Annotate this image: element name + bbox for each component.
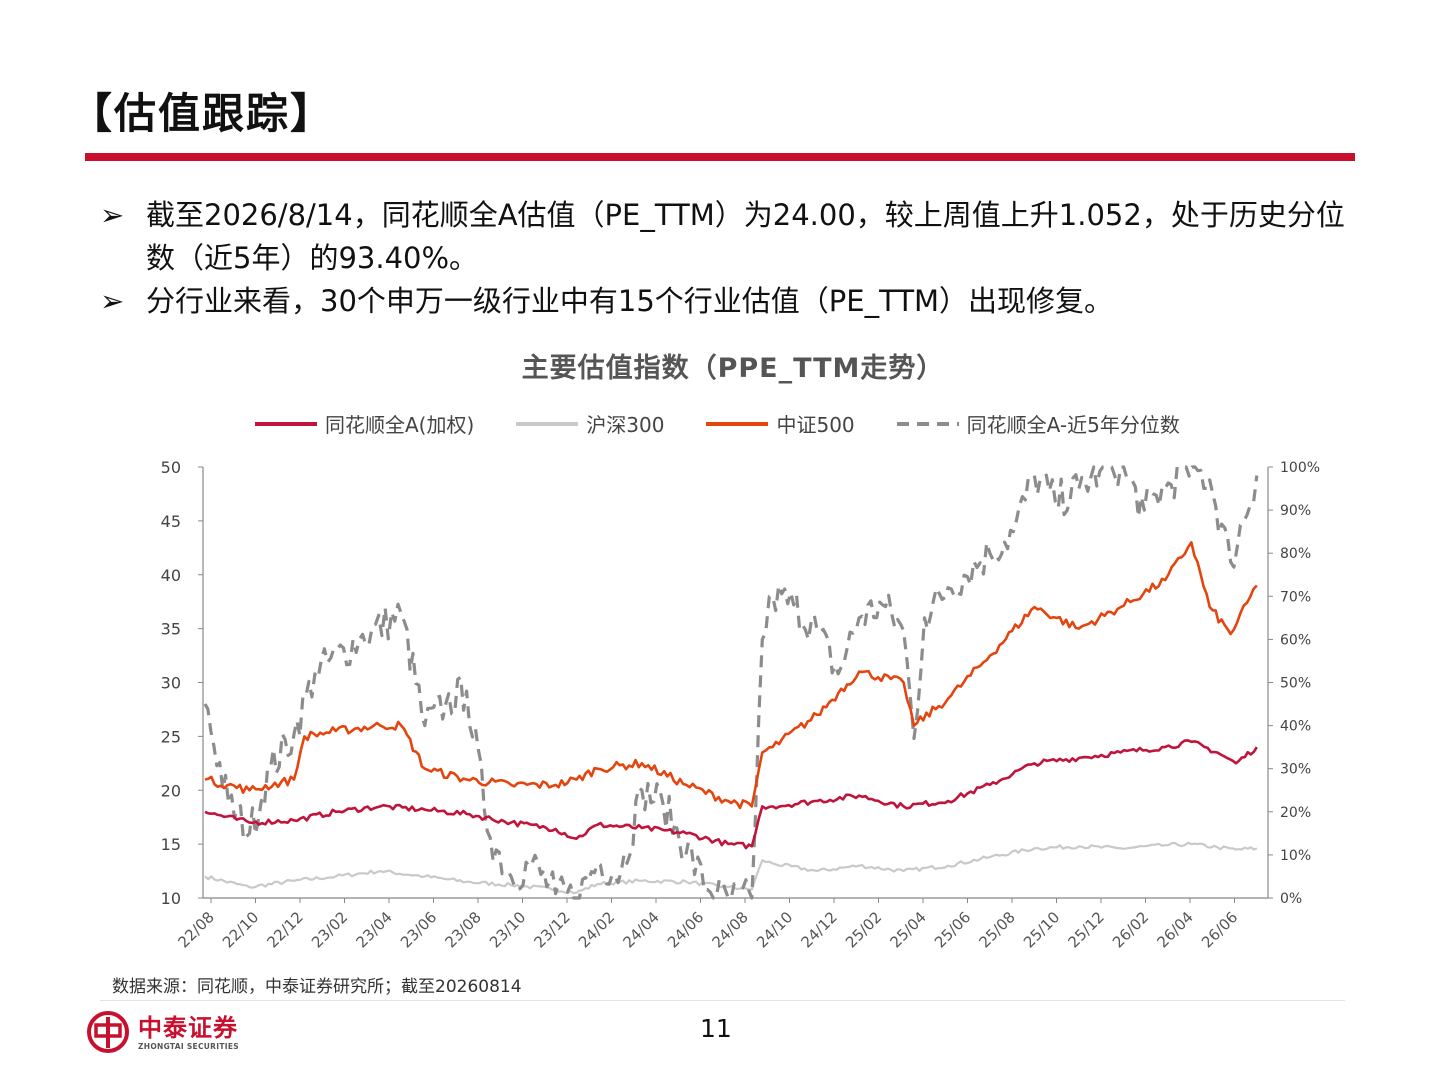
series-percentile: [203, 465, 1259, 900]
legend-item-csi500: 中证500: [706, 409, 855, 438]
x-tick-label: 25/10: [1020, 908, 1063, 951]
x-tick-label: 26/04: [1154, 908, 1197, 951]
y-tick-label-right: 100%: [1280, 460, 1320, 476]
y-tick-label-left: 20: [161, 781, 181, 800]
bullet-item: ➢ 分行业来看，30个申万一级行业中有15个行业估值（PE_TTM）出现修复。: [100, 280, 1350, 323]
legend-item-percentile: 同花顺全A-近5年分位数: [896, 409, 1180, 438]
series-csi500: [204, 541, 1258, 810]
series-csi300: [204, 841, 1258, 895]
y-tick-label-right: 80%: [1280, 546, 1311, 562]
y-tick-label-left: 50: [161, 458, 181, 477]
x-tick-label: 25/02: [842, 908, 885, 951]
footer-divider: [100, 1000, 1345, 1001]
x-tick-label: 26/06: [1198, 908, 1241, 951]
legend-swatch-csi300: [516, 421, 579, 426]
x-tick-label: 26/02: [1109, 908, 1152, 951]
y-tick-label-right: 30%: [1280, 762, 1311, 778]
x-tick-label: 24/10: [753, 908, 796, 951]
page-number: 11: [700, 1014, 732, 1043]
chart-title: 主要估值指数（PPE_TTM走势）: [521, 353, 945, 384]
y-tick-label-right: 50%: [1280, 676, 1311, 692]
bullet-item: ➢ 截至2026/8/14，同花顺全A估值（PE_TTM）为24.00，较上周值…: [100, 194, 1350, 280]
legend-label: 同花顺全A-近5年分位数: [966, 413, 1180, 437]
valuation-line-chart: 10 15 20 25 30 35 40 45 50 0% 10% 20% 30% 40% 50% 60% 70…: [161, 458, 1320, 951]
x-tick-label: 24/06: [664, 908, 707, 951]
legend-label: 中证500: [776, 413, 855, 437]
y-tick-label-left: 45: [161, 512, 181, 531]
bullet-list: ➢ 截至2026/8/14，同花顺全A估值（PE_TTM）为24.00，较上周值…: [100, 194, 1350, 323]
data-source-note: 数据来源：同花顺，中泰证券研究所；截至20260814: [112, 977, 522, 997]
y-tick-label-right: 0%: [1280, 891, 1302, 907]
x-tick-label: 23/08: [442, 908, 485, 951]
y-tick-label-right: 20%: [1280, 805, 1311, 821]
x-tick-label: 23/12: [531, 908, 574, 951]
y-tick-label-right: 40%: [1280, 719, 1311, 735]
logo-english-name: ZHONGTAI SECURITIES: [138, 1041, 239, 1051]
x-tick-label: 24/04: [620, 908, 663, 951]
x-tick-label: 24/02: [575, 908, 618, 951]
chart-legend: 同花顺全A(加权) 沪深300 中证500 同花顺全A-近5年分位数: [255, 409, 1222, 438]
arrow-bullet-icon: ➢: [100, 284, 125, 318]
y-tick-label-right: 70%: [1280, 589, 1311, 605]
y-tick-label-left: 15: [161, 835, 181, 854]
x-tick-label: 23/10: [486, 908, 529, 951]
x-tick-label: 24/12: [798, 908, 841, 951]
legend-label: 沪深300: [586, 413, 665, 437]
y-tick-label-right: 60%: [1280, 632, 1311, 648]
x-tick-label: 23/04: [353, 908, 396, 951]
bullet-text: 截至2026/8/14，同花顺全A估值（PE_TTM）为24.00，较上周值上升…: [146, 198, 1345, 275]
legend-item-csi300: 沪深300: [516, 409, 664, 438]
legend-label: 同花顺全A(加权): [325, 413, 475, 437]
y-tick-label-right: 90%: [1280, 503, 1311, 519]
arrow-bullet-icon: ➢: [100, 198, 125, 232]
chart-series: [203, 465, 1259, 900]
legend-swatch-ths-all-a: [255, 421, 317, 426]
page-title: 【估值跟踪】: [70, 89, 335, 138]
y-tick-label-right: 10%: [1280, 848, 1311, 864]
y-tick-label-left: 25: [161, 727, 181, 746]
zhongtai-logo-icon: [87, 1011, 129, 1053]
x-tick-label: 23/06: [397, 908, 440, 951]
y-tick-label-left: 30: [161, 674, 181, 693]
logo-chinese-name: 中泰证券: [138, 1013, 238, 1042]
title-divider: [85, 153, 1355, 161]
y-tick-label-left: 40: [161, 566, 181, 585]
x-tick-label: 25/06: [931, 908, 974, 951]
legend-swatch-percentile: [896, 421, 959, 426]
x-tick-label: 23/02: [308, 908, 351, 951]
y-tick-label-left: 35: [161, 620, 181, 639]
y-tick-label-left: 10: [161, 889, 181, 908]
x-tick-label: 25/12: [1065, 908, 1108, 951]
x-tick-label: 22/10: [219, 908, 262, 951]
x-tick-label: 24/08: [709, 908, 752, 951]
bullet-text: 分行业来看，30个申万一级行业中有15个行业估值（PE_TTM）出现修复。: [146, 284, 1114, 318]
legend-item-ths-all-a: 同花顺全A(加权): [255, 409, 474, 438]
company-logo: 中泰证券 ZHONGTAI SECURITIES: [86, 1010, 239, 1054]
x-tick-label: 25/04: [887, 908, 930, 951]
x-tick-label: 22/08: [175, 908, 218, 951]
legend-swatch-csi500: [706, 421, 769, 426]
series-ths-all-a: [204, 739, 1258, 850]
x-tick-label: 25/08: [976, 908, 1019, 951]
x-tick-label: 22/12: [264, 908, 307, 951]
